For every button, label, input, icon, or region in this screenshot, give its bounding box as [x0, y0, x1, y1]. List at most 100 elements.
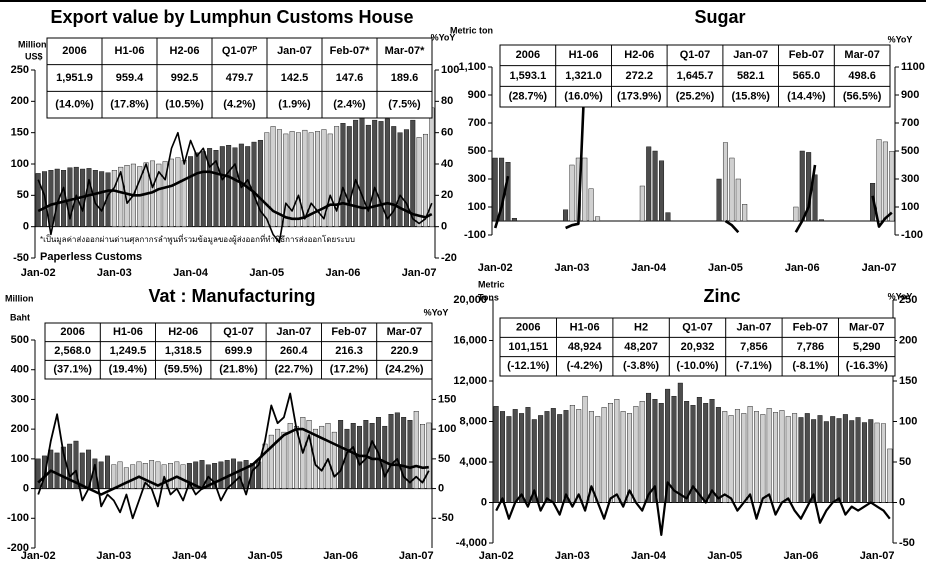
x-tick-label: Jan-02: [21, 267, 56, 279]
bar: [319, 425, 325, 489]
bar: [595, 216, 601, 222]
bar: [665, 212, 671, 222]
bar: [67, 443, 73, 489]
bar: [889, 150, 895, 222]
bar: [104, 455, 110, 489]
table-value: 189.6: [391, 72, 419, 84]
bar: [601, 407, 607, 503]
table-value: 1,318.5: [165, 345, 202, 357]
table-value: (22.7%): [275, 364, 314, 376]
y-tick-label: 100: [11, 453, 29, 465]
bar: [410, 119, 416, 227]
bar: [391, 126, 397, 227]
x-tick-label: Jan-03: [555, 550, 590, 562]
bar: [792, 413, 798, 503]
bar: [180, 464, 186, 489]
y-axis-label: Metric: [478, 279, 505, 289]
bar: [544, 411, 550, 503]
x-tick-label: Jan-05: [707, 550, 742, 562]
bar: [804, 413, 810, 503]
table-header: H2-06: [168, 326, 198, 338]
table-value: 1,593.1: [510, 70, 547, 82]
bar: [181, 160, 187, 227]
bar: [582, 157, 588, 222]
bar: [365, 124, 371, 227]
table-value: 147.6: [336, 72, 364, 84]
bar: [703, 403, 709, 503]
bar: [882, 141, 888, 222]
bar: [426, 422, 432, 489]
bar: [48, 449, 54, 489]
table-value: 1,249.5: [110, 345, 147, 357]
bar: [397, 132, 403, 227]
y-tick-label: 0: [23, 221, 29, 233]
table-value: (2.4%): [333, 99, 366, 111]
bar: [413, 410, 419, 489]
x-tick-label: Jan-06: [785, 262, 820, 274]
table-value: (17.8%): [110, 99, 149, 111]
y-tick-label: 0: [23, 482, 29, 494]
bar: [880, 423, 886, 503]
bar: [382, 425, 388, 489]
table-cell: [376, 90, 433, 119]
bar: [722, 411, 728, 503]
y2-tick-label: 20: [441, 189, 453, 201]
bar: [500, 411, 506, 503]
table-value: (-7.1%): [736, 360, 772, 372]
table-value: 5,290: [853, 341, 881, 353]
table-header: Q1-07: [223, 326, 254, 338]
table-header: H2-06: [624, 49, 654, 61]
bar: [321, 129, 327, 227]
y-tick-label: 150: [11, 127, 29, 139]
table-header: Mar-07: [387, 326, 422, 338]
bar: [849, 420, 855, 503]
bar: [665, 388, 671, 503]
bar: [633, 406, 639, 503]
bar: [92, 170, 98, 227]
table-value: 48,924: [568, 341, 603, 353]
y2-tick-label: 50: [899, 456, 911, 468]
x-tick-label: Jan-02: [478, 262, 513, 274]
table-value: (-12.1%): [507, 360, 550, 372]
bar: [499, 157, 505, 222]
bar: [264, 132, 270, 227]
x-tick-label: Jan-06: [784, 550, 819, 562]
bar: [582, 395, 588, 503]
y2-tick-label: -50: [899, 537, 915, 549]
bar: [861, 422, 867, 503]
bar: [384, 118, 390, 227]
table-value: (14.4%): [787, 91, 826, 103]
table-header: Jan-07: [277, 45, 312, 57]
bar: [887, 448, 893, 503]
bar: [684, 401, 690, 503]
table-value: 1,645.7: [677, 70, 714, 82]
y2-tick-label: 60: [441, 127, 453, 139]
table-header: 2006: [516, 49, 540, 61]
bar: [48, 170, 54, 227]
bar: [799, 150, 805, 222]
y-tick-label: 16,000: [453, 334, 487, 346]
table-bg: [46, 37, 433, 119]
y2-axis-label: %YoY: [424, 307, 449, 317]
table-value: 565.0: [793, 70, 821, 82]
bar: [563, 410, 569, 503]
x-tick-label: Jan-04: [631, 550, 667, 562]
table-header: H2-06: [170, 45, 200, 57]
y-tick-label: 100: [468, 201, 486, 213]
table-header: 2006: [516, 322, 540, 334]
bar: [117, 461, 123, 489]
table-value: 7,786: [797, 341, 825, 353]
bar: [728, 415, 734, 503]
table-value: 142.5: [281, 72, 309, 84]
table-header: H1-06: [570, 322, 600, 334]
top-rule: [0, 0, 926, 2]
bar: [627, 413, 632, 503]
bar: [188, 156, 194, 227]
x-tick-label: Jan-07: [399, 550, 434, 562]
table-value: 260.4: [280, 345, 308, 357]
bar: [785, 416, 791, 503]
y2-tick-label: 150: [899, 375, 917, 387]
bar: [716, 178, 722, 222]
bar: [760, 414, 766, 503]
bar: [766, 408, 772, 503]
